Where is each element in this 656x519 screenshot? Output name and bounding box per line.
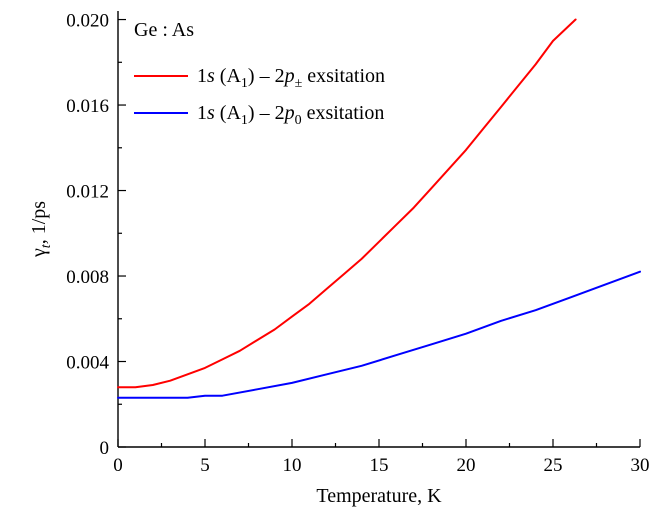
y-tick-label: 0.008 (66, 267, 109, 288)
series-line-red (117, 18, 577, 389)
legend-entry-blue: 1s (A1) – 2p0 exsitation (197, 102, 384, 128)
legend: Ge : As 1s (A1) – 2p± exsitation 1s (A1)… (134, 19, 385, 128)
y-axis-label-symbol: γ (28, 248, 50, 258)
y-tick-label: 0 (100, 438, 110, 459)
y-axis-label-subscript: t (39, 243, 54, 248)
y-tick-label: 0.020 (66, 11, 109, 32)
x-tick-label: 25 (544, 455, 563, 476)
x-tick-label: 0 (113, 455, 123, 476)
x-axis-label: Temperature, K (316, 485, 442, 507)
y-axis-label-unit: , 1/ps (28, 201, 50, 245)
x-tick-label: 20 (457, 455, 476, 476)
x-tick-label: 5 (200, 455, 210, 476)
y-tick-label: 0.004 (66, 353, 109, 374)
series-line-blue (117, 270, 641, 399)
x-tick-label: 30 (631, 455, 650, 476)
legend-header: Ge : As (134, 19, 194, 41)
plot-area: 0 5 10 15 20 25 30 0 0.004 0.008 0.012 0.016 0.020 (66, 11, 649, 476)
y-tick-label: 0.016 (66, 96, 109, 117)
y-tick-label: 0.012 (66, 182, 109, 203)
y-axis-label: γt, 1/ps (28, 201, 54, 258)
x-tick-label: 10 (283, 455, 302, 476)
legend-entry-red: 1s (A1) – 2p± exsitation (197, 65, 385, 91)
series-layer (117, 18, 641, 399)
tick-labels: 0 5 10 15 20 25 30 0 0.004 0.008 0.012 0.016 0.020 (66, 11, 649, 476)
x-tick-label: 15 (370, 455, 389, 476)
ticks (117, 18, 641, 448)
